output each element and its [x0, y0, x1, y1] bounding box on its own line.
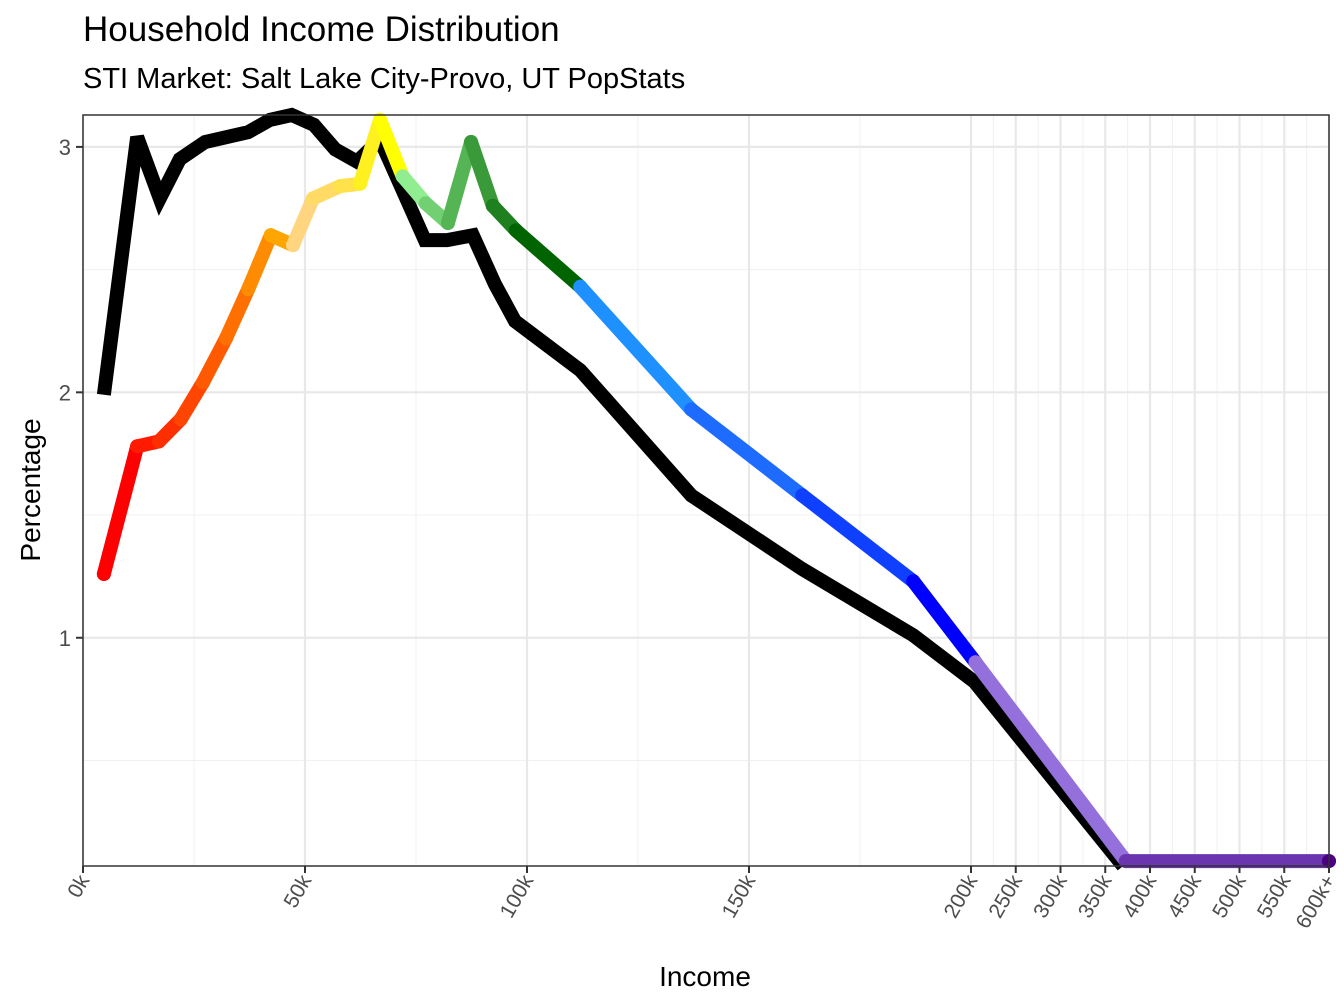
- data-point-market: [353, 176, 368, 191]
- data-point-market: [1118, 854, 1133, 869]
- axes: 0k 50k 100k 150k 200k 250k 300k 350k 400k 450k 500…: [59, 135, 1341, 933]
- data-point-market: [906, 574, 921, 589]
- grid: [81, 115, 1331, 866]
- x-axis-title: Income: [659, 961, 751, 992]
- x-tick-label: 550k: [1253, 871, 1296, 922]
- data-point-market: [305, 191, 320, 206]
- x-tick-label: 100k: [496, 871, 539, 922]
- series-segment-market: [968, 655, 1133, 869]
- data-point-market: [440, 215, 455, 230]
- series-segment-market: [96, 439, 145, 581]
- data-point-market: [373, 112, 388, 127]
- x-tick-label: 350k: [1074, 871, 1117, 922]
- data-point-market: [395, 169, 410, 184]
- series-segment-market: [508, 223, 588, 294]
- data-point-market: [968, 655, 983, 670]
- y-axis-title: Percentage: [15, 418, 46, 561]
- y-tick-label: 1: [59, 626, 71, 651]
- x-tick-label: 300k: [1029, 871, 1072, 922]
- series-segment-market: [353, 112, 388, 191]
- data-point-market: [173, 412, 188, 427]
- series-segment-market: [795, 488, 921, 589]
- x-tick-label: 600k+: [1292, 871, 1341, 933]
- data-point-market: [485, 198, 500, 213]
- data-point-market: [333, 179, 348, 194]
- data-point-market: [195, 375, 210, 390]
- series-segment-market: [373, 112, 410, 184]
- series-segment-market: [286, 191, 320, 253]
- x-tick-label: 150k: [718, 871, 761, 922]
- data-point-market: [684, 402, 699, 417]
- x-tick-label: 50k: [279, 871, 316, 912]
- plot-border: [82, 114, 1330, 867]
- data-point-market: [218, 331, 233, 346]
- x-tick-label: 500k: [1208, 871, 1251, 922]
- data-point-market: [286, 238, 301, 253]
- y-tick-label: 3: [59, 135, 71, 160]
- data-point-market: [464, 134, 479, 149]
- x-tick-label: 0k: [63, 871, 94, 902]
- chart-subtitle: STI Market: Salt Lake City-Provo, UT Pop…: [83, 63, 686, 95]
- series-segment-market: [241, 228, 278, 297]
- series-segment-market: [573, 279, 699, 417]
- series-lines: [96, 107, 1336, 871]
- chart-title: Household Income Distribution: [83, 10, 560, 49]
- x-tick-label: 450k: [1163, 871, 1206, 922]
- series-segment-market: [218, 282, 256, 346]
- data-point-market: [263, 228, 278, 243]
- data-point-market: [573, 279, 588, 294]
- series-segment-market: [173, 375, 210, 427]
- data-point-market: [508, 223, 523, 238]
- data-point-market: [241, 282, 256, 297]
- data-point-market: [130, 439, 145, 454]
- series-segment-market: [195, 331, 233, 390]
- series-segment-market: [684, 402, 810, 503]
- series-segment-market: [440, 134, 479, 230]
- series-segment-market: [464, 134, 500, 213]
- data-point-market: [151, 434, 166, 449]
- y-tick-label: 2: [59, 380, 71, 405]
- series-segment-market: [906, 574, 983, 670]
- x-tick-label: 400k: [1119, 871, 1162, 922]
- data-point-market: [418, 196, 433, 211]
- data-point-market: [795, 488, 810, 503]
- x-tick-label: 200k: [940, 871, 983, 922]
- x-tick-label: 250k: [984, 871, 1027, 922]
- data-point-market: [96, 566, 111, 581]
